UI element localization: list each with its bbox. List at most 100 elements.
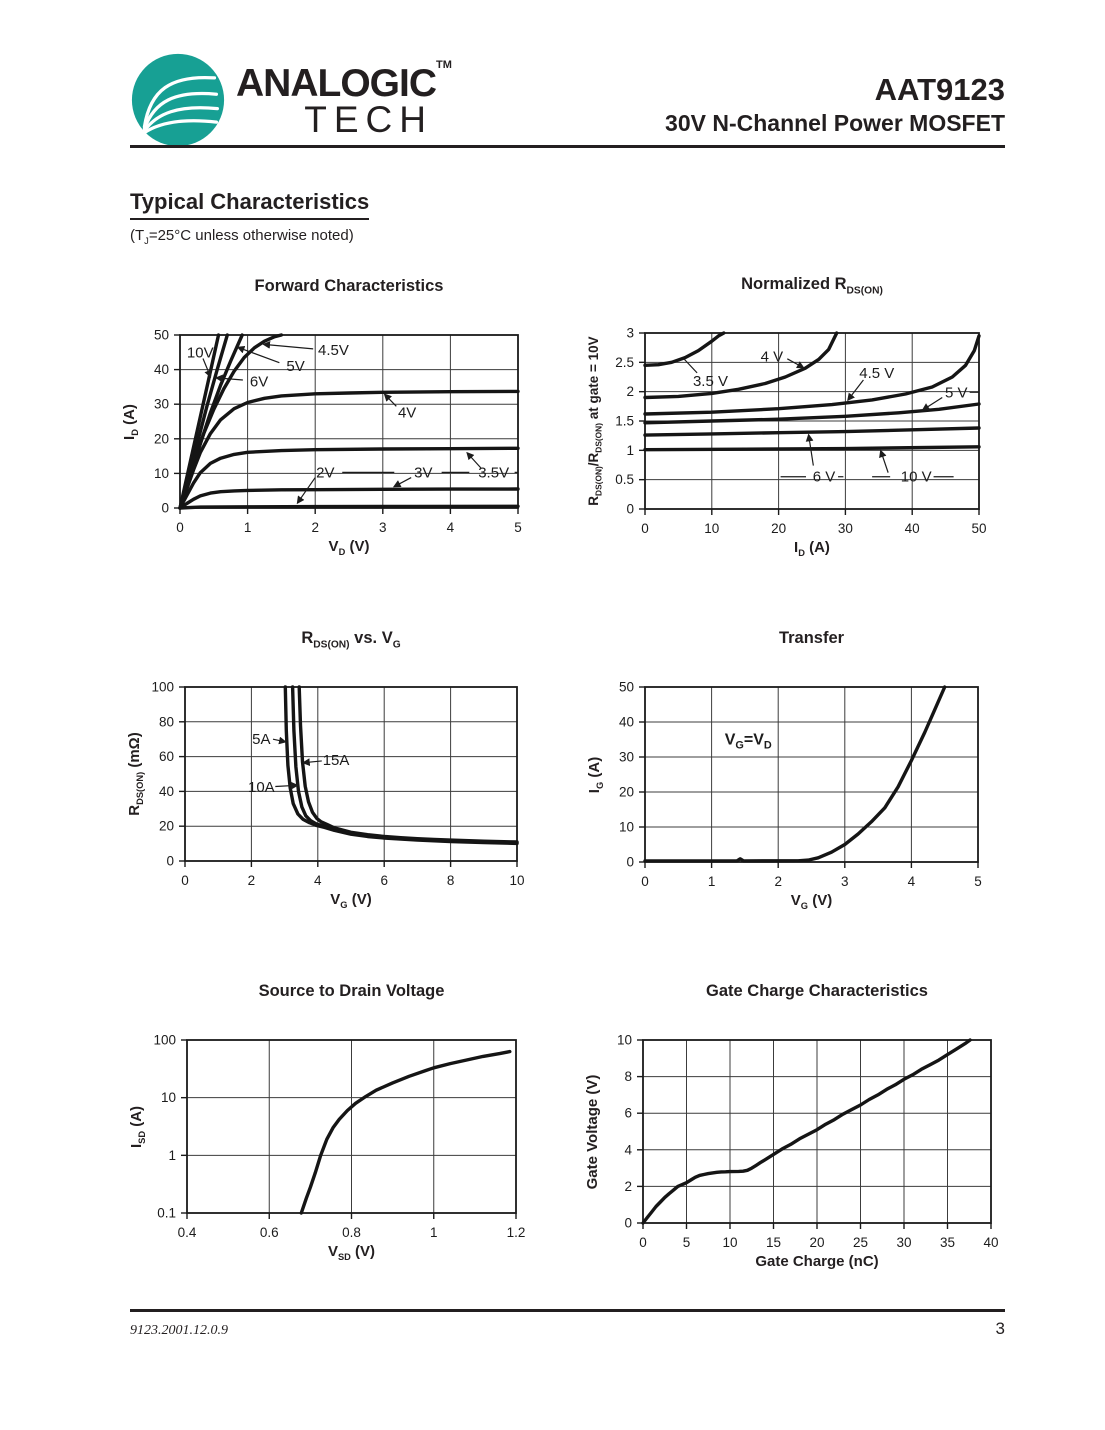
x-tick-label: 4	[447, 520, 455, 535]
section-title: Typical Characteristics	[130, 189, 370, 220]
y-tick-label: 100	[153, 1033, 176, 1048]
curve-annotation: 3.5 V	[693, 373, 728, 390]
series-4v	[643, 331, 839, 400]
curve-annotation: 3.5V	[478, 464, 509, 481]
x-tick-label: 30	[896, 1235, 911, 1250]
gate-charge-xlabel: Gate Charge (nC)	[755, 1253, 879, 1270]
y-tick-label: 0	[161, 501, 169, 516]
series-gate-charge-curve	[641, 1038, 972, 1225]
curve-annotation: 4 V	[761, 348, 784, 365]
x-tick-label: 0	[641, 874, 649, 889]
series-3.5v	[178, 446, 520, 510]
y-tick-label: 1.5	[615, 414, 634, 429]
x-tick-label: 2	[248, 873, 256, 888]
x-tick-label: 5	[683, 1235, 691, 1250]
x-tick-label: 1	[708, 874, 716, 889]
x-tick-label: 0.6	[260, 1225, 279, 1240]
x-tick-label: 4	[908, 874, 916, 889]
series-body-diode	[299, 1049, 512, 1215]
x-tick-label: 5	[974, 874, 982, 889]
y-tick-label: 3	[626, 326, 634, 341]
y-tick-label: 30	[154, 397, 169, 412]
series-6v	[643, 426, 981, 437]
series-10v	[178, 333, 221, 510]
y-tick-label: 4	[624, 1142, 632, 1157]
curve-annotation: 6 V	[813, 469, 836, 486]
part-subtitle: 30V N-Channel Power MOSFET	[665, 110, 1005, 136]
series-2v	[178, 504, 520, 510]
curve-annotation: 10V	[187, 344, 214, 361]
x-tick-label: 20	[771, 521, 786, 536]
y-tick-label: 2	[624, 1179, 632, 1194]
y-tick-label: 40	[619, 715, 634, 730]
y-tick-label: 10	[619, 820, 634, 835]
y-tick-label: 20	[159, 819, 174, 834]
x-tick-label: 0	[176, 520, 184, 535]
curve-annotation: 4.5V	[318, 342, 349, 359]
y-tick-label: 0	[626, 502, 634, 517]
curve-annotation: VG=VD	[725, 732, 772, 752]
y-tick-label: 40	[154, 362, 169, 377]
transfer-ylabel: IG (A)	[586, 756, 605, 793]
y-tick-label: 0	[166, 854, 174, 869]
y-tick-label: 100	[151, 680, 174, 695]
x-tick-label: 40	[983, 1235, 998, 1250]
x-tick-label: 35	[940, 1235, 955, 1250]
x-tick-label: 0	[181, 873, 189, 888]
y-tick-label: 80	[159, 714, 174, 729]
x-tick-label: 0.4	[178, 1225, 197, 1240]
x-tick-label: 0	[641, 521, 649, 536]
series-15a	[297, 685, 519, 844]
x-tick-label: 3	[379, 520, 387, 535]
x-tick-label: 4	[314, 873, 322, 888]
x-tick-label: 25	[853, 1235, 868, 1250]
rdson-vs-vg-ylabel: RDS(ON) (mΩ)	[126, 732, 145, 816]
brand-word-analogic: ANALOGICTM	[236, 59, 452, 105]
page-number: 3	[995, 1319, 1005, 1338]
normalized-rdson-xlabel: ID (A)	[794, 539, 830, 558]
forward-characteristics-title: Forward Characteristics	[254, 277, 444, 295]
y-tick-label: 2	[626, 384, 634, 399]
forward-characteristics-xlabel: VD (V)	[328, 538, 370, 557]
y-tick-label: 30	[619, 750, 634, 765]
x-tick-label: 3	[841, 874, 849, 889]
y-tick-label: 8	[624, 1069, 632, 1084]
x-tick-label: 1.2	[507, 1225, 526, 1240]
series-5v	[643, 402, 981, 425]
y-tick-label: 0.1	[157, 1206, 176, 1221]
x-tick-label: 2	[311, 520, 319, 535]
curve-annotation: 10 V	[901, 469, 932, 486]
curve-annotation: 2V	[316, 464, 334, 481]
y-tick-label: 0	[626, 855, 634, 870]
y-tick-label: 6	[624, 1106, 632, 1121]
transfer-xlabel: VG (V)	[790, 892, 833, 911]
x-tick-label: 50	[971, 521, 986, 536]
transfer-title: Transfer	[778, 629, 845, 647]
source-to-drain-voltage-title: Source to Drain Voltage	[258, 982, 445, 1000]
x-tick-label: 6	[380, 873, 388, 888]
x-tick-label: 40	[905, 521, 920, 536]
series-3v	[178, 487, 520, 510]
x-tick-label: 10	[704, 521, 719, 536]
x-tick-label: 1	[244, 520, 252, 535]
x-tick-label: 30	[838, 521, 853, 536]
y-tick-label: 20	[154, 431, 169, 446]
y-tick-label: 50	[154, 328, 169, 343]
gate-charge-ylabel: Gate Voltage (V)	[584, 1074, 601, 1189]
curve-annotation: 4V	[398, 405, 416, 422]
series-transfer-curve	[643, 685, 947, 863]
y-tick-label: 40	[159, 784, 174, 799]
y-tick-label: 1	[168, 1148, 176, 1163]
y-tick-label: 10	[161, 1090, 176, 1105]
y-tick-label: 60	[159, 749, 174, 764]
y-tick-label: 0.5	[615, 472, 634, 487]
y-tick-label: 0	[624, 1216, 632, 1231]
doc-code: 9123.2001.12.0.9	[130, 1323, 228, 1338]
normalized-rdson-title: Normalized RDS(ON)	[741, 275, 883, 297]
header-rule	[130, 145, 1005, 148]
brand-wordmark: ANALOGICTM TECH	[236, 59, 452, 139]
